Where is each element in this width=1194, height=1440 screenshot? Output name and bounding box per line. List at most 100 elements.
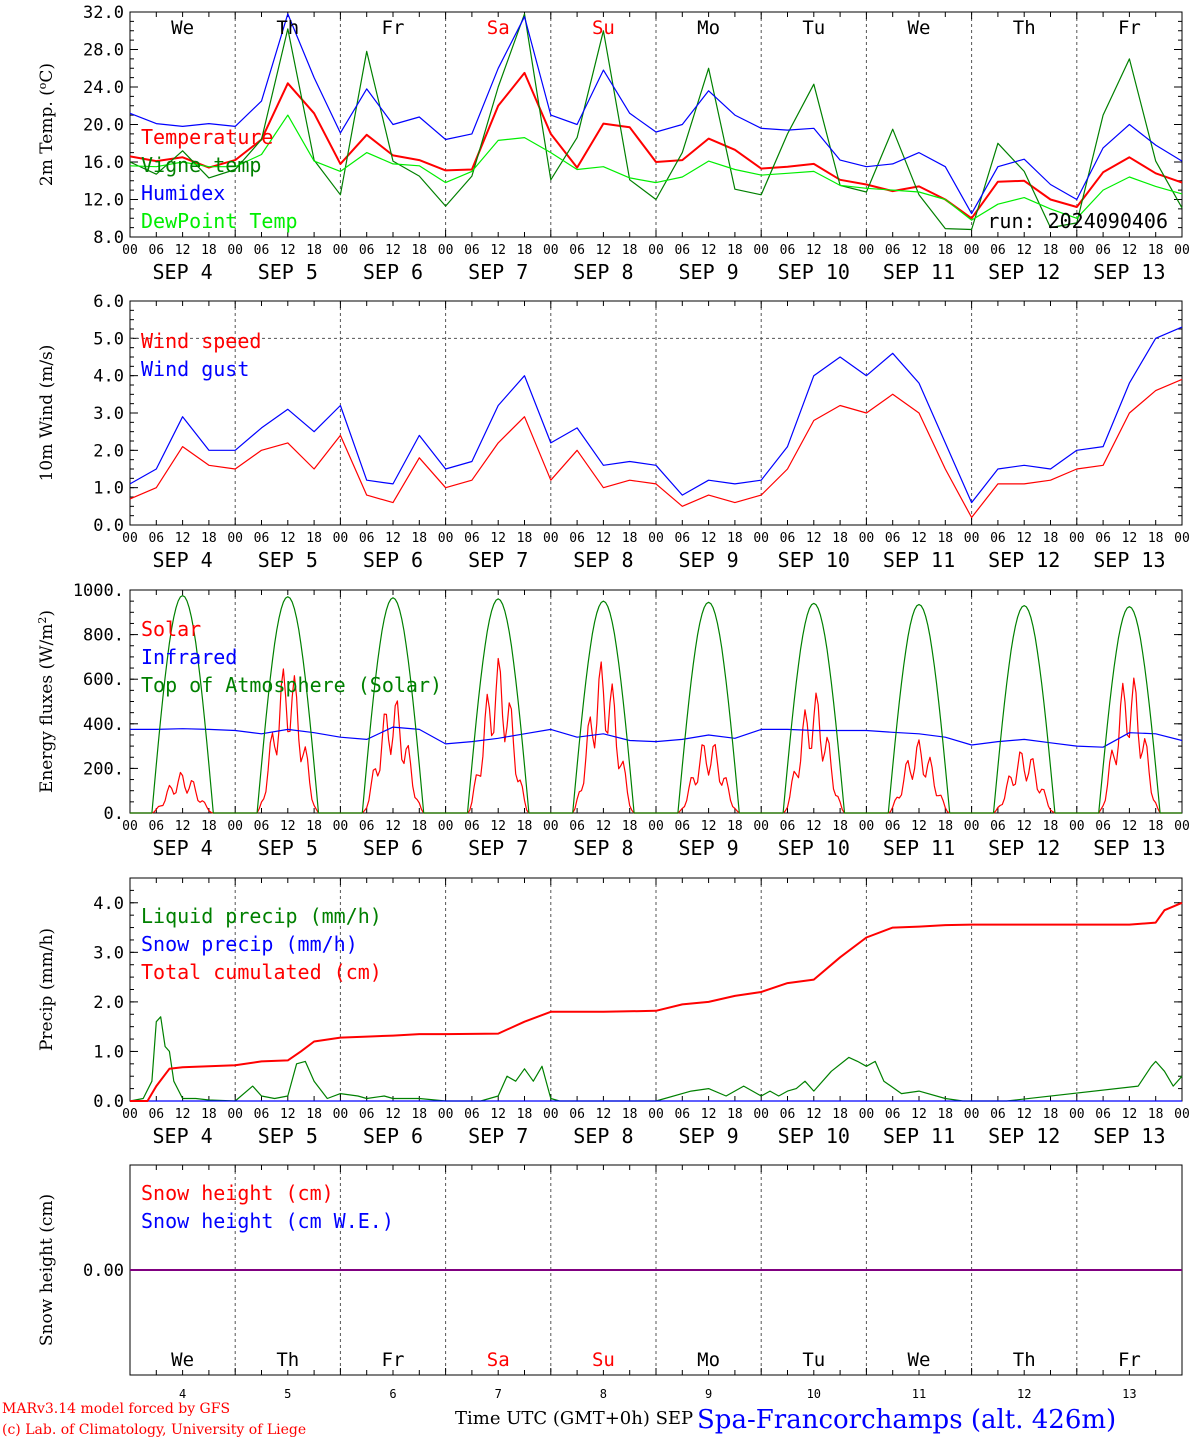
hour-tick-label: 12 xyxy=(490,1107,506,1122)
hour-tick-label: 18 xyxy=(306,1107,322,1122)
hour-tick-label: 18 xyxy=(306,243,322,258)
hour-tick-label: 00 xyxy=(122,819,138,834)
hour-tick-label: 12 xyxy=(911,819,927,834)
bottom-date-label: 4 xyxy=(179,1387,186,1401)
hour-tick-label: 06 xyxy=(674,243,690,258)
hour-tick-label: 06 xyxy=(1095,1107,1111,1122)
y-tick-label: 0.00 xyxy=(83,1261,124,1281)
hour-tick-label: 18 xyxy=(517,531,533,546)
hour-tick-label: 18 xyxy=(1043,531,1059,546)
hour-tick-label: 12 xyxy=(806,819,822,834)
hour-tick-label: 00 xyxy=(543,243,559,258)
bottom-date-label: 5 xyxy=(284,1387,291,1401)
date-label: SEP 7 xyxy=(468,260,528,284)
hour-tick-label: 00 xyxy=(1174,819,1190,834)
hour-tick-label: 00 xyxy=(438,243,454,258)
hour-tick-label: 06 xyxy=(569,531,585,546)
hour-tick-label: 06 xyxy=(464,819,480,834)
hour-tick-label: 06 xyxy=(254,819,270,834)
hour-tick-label: 06 xyxy=(148,531,164,546)
date-label: SEP 4 xyxy=(152,1124,212,1148)
y-tick-label: 200. xyxy=(83,759,124,779)
date-label: SEP 8 xyxy=(573,1124,633,1148)
hour-tick-label: 12 xyxy=(911,531,927,546)
hour-tick-label: 06 xyxy=(780,1107,796,1122)
hour-tick-label: 06 xyxy=(990,243,1006,258)
y-tick-label: 4.0 xyxy=(93,894,124,914)
run-label: run: 2024090406 xyxy=(987,209,1168,233)
hour-tick-label: 18 xyxy=(411,1107,427,1122)
hour-tick-label: 12 xyxy=(701,243,717,258)
date-label: SEP 6 xyxy=(363,548,423,572)
series-line-wind-speed xyxy=(129,378,1183,519)
hour-tick-label: 18 xyxy=(727,819,743,834)
date-label: SEP 9 xyxy=(678,260,738,284)
y-tick-label: 4.0 xyxy=(93,367,124,387)
y-axis-label-snow: Snow height (cm) xyxy=(37,1194,57,1346)
date-label: SEP 5 xyxy=(258,548,318,572)
y-tick-label: 6.0 xyxy=(93,292,124,312)
bottom-date-label: 12 xyxy=(1017,1387,1031,1401)
hour-tick-label: 12 xyxy=(280,1107,296,1122)
hour-tick-label: 00 xyxy=(648,1107,664,1122)
hour-tick-label: 18 xyxy=(622,243,638,258)
hour-tick-label: 12 xyxy=(175,1107,191,1122)
hour-tick-label: 06 xyxy=(254,1107,270,1122)
hour-tick-label: 18 xyxy=(727,243,743,258)
hour-tick-label: 18 xyxy=(727,1107,743,1122)
series-line-vigne-temp xyxy=(129,13,1183,231)
legend-entry: Infrared xyxy=(141,645,237,669)
hour-tick-label: 18 xyxy=(832,1107,848,1122)
y-tick-label: 2.0 xyxy=(93,441,124,461)
hour-tick-label: 00 xyxy=(438,1107,454,1122)
hour-tick-label: 12 xyxy=(596,1107,612,1122)
date-label: SEP 5 xyxy=(258,260,318,284)
hour-tick-label: 06 xyxy=(464,531,480,546)
hour-tick-label: 18 xyxy=(1148,243,1164,258)
date-label: SEP 6 xyxy=(363,260,423,284)
hour-tick-label: 06 xyxy=(464,1107,480,1122)
day-name: Sa xyxy=(487,17,510,39)
hour-tick-label: 12 xyxy=(806,243,822,258)
hour-tick-label: 18 xyxy=(306,819,322,834)
hour-tick-label: 06 xyxy=(780,243,796,258)
hour-tick-label: 18 xyxy=(832,819,848,834)
hour-tick-label: 18 xyxy=(622,819,638,834)
hour-tick-label: 06 xyxy=(359,243,375,258)
hour-tick-label: 06 xyxy=(990,531,1006,546)
hour-tick-label: 18 xyxy=(1043,819,1059,834)
date-label: SEP 4 xyxy=(152,260,212,284)
hour-tick-label: 18 xyxy=(306,531,322,546)
day-name: Th xyxy=(1013,17,1036,39)
hour-tick-label: 18 xyxy=(1043,1107,1059,1122)
hour-tick-label: 12 xyxy=(385,531,401,546)
hour-tick-label: 00 xyxy=(1174,531,1190,546)
hour-tick-label: 12 xyxy=(490,531,506,546)
date-label: SEP 11 xyxy=(883,548,955,572)
hour-tick-label: 12 xyxy=(280,819,296,834)
day-name: Th xyxy=(1013,1349,1036,1371)
legend-entry: Solar xyxy=(141,617,201,641)
date-label: SEP 5 xyxy=(258,1124,318,1148)
hour-tick-label: 06 xyxy=(148,819,164,834)
hour-tick-label: 12 xyxy=(1122,1107,1138,1122)
y-tick-label: 24.0 xyxy=(83,78,124,98)
hour-tick-label: 12 xyxy=(385,819,401,834)
hour-tick-label: 00 xyxy=(753,531,769,546)
hour-tick-label: 18 xyxy=(622,1107,638,1122)
y-tick-label: 8.0 xyxy=(93,228,124,248)
date-label: SEP 8 xyxy=(573,836,633,860)
y-tick-label: 3.0 xyxy=(93,404,124,424)
hour-tick-label: 18 xyxy=(201,819,217,834)
legend-entry: Total cumulated (cm) xyxy=(141,960,382,984)
y-tick-label: 32.0 xyxy=(83,3,124,23)
date-label: SEP 13 xyxy=(1093,836,1165,860)
hour-tick-label: 06 xyxy=(148,243,164,258)
legend-entry: Humidex xyxy=(141,181,225,205)
date-label: SEP 11 xyxy=(883,1124,955,1148)
day-name: We xyxy=(908,17,931,39)
date-label: SEP 13 xyxy=(1093,548,1165,572)
hour-tick-label: 18 xyxy=(1043,243,1059,258)
date-label: SEP 7 xyxy=(468,1124,528,1148)
